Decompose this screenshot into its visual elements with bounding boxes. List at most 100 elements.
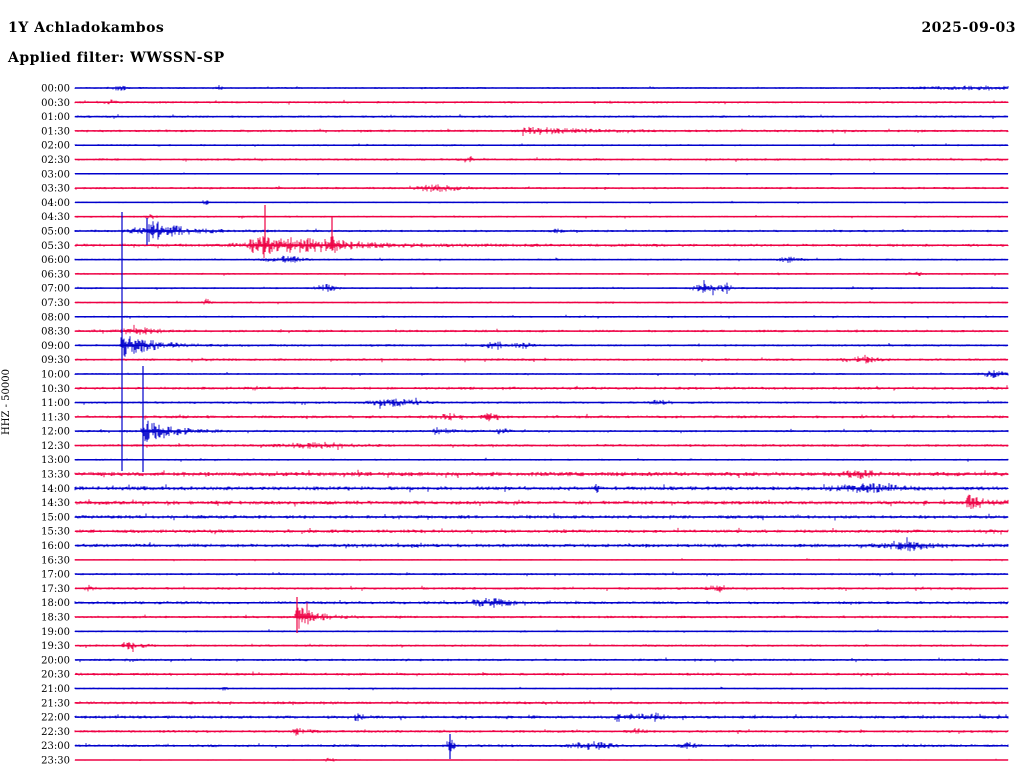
time-label: 17:30 <box>41 584 70 595</box>
trace-waveform <box>74 483 1009 493</box>
time-label: 11:30 <box>41 412 70 423</box>
time-label: 20:30 <box>41 670 70 681</box>
trace-waveform <box>74 280 1009 296</box>
trace-waveform <box>74 314 1009 319</box>
trace-waveform <box>74 85 1009 91</box>
trace-waveform <box>74 629 1009 633</box>
time-label: 08:30 <box>41 327 70 338</box>
trace-waveform <box>74 739 1009 752</box>
trace-waveform <box>74 642 1009 652</box>
trace-waveform <box>74 114 1009 119</box>
time-label: 17:00 <box>41 570 70 581</box>
time-label: 15:00 <box>41 512 70 523</box>
time-label: 22:00 <box>41 713 70 724</box>
trace-waveform <box>74 584 1009 593</box>
time-label: 07:30 <box>41 298 70 309</box>
trace-waveform <box>74 598 1009 608</box>
time-label: 00:00 <box>41 84 70 95</box>
channel-scale-label: HHZ - 50000 <box>1 369 12 435</box>
time-label: 06:30 <box>41 269 70 280</box>
trace-waveform <box>74 602 1009 629</box>
time-label: 18:30 <box>41 613 70 624</box>
time-label: 11:00 <box>41 398 70 409</box>
trace-waveform <box>74 184 1009 192</box>
trace-waveform <box>74 494 1009 509</box>
trace-waveform <box>74 686 1009 691</box>
trace-waveform <box>74 200 1009 205</box>
time-label: 04:30 <box>41 212 70 223</box>
trace-waveform <box>74 728 1009 736</box>
time-label: 09:00 <box>41 341 70 352</box>
trace-waveform <box>74 700 1009 706</box>
time-label: 03:30 <box>41 184 70 195</box>
time-label: 05:30 <box>41 241 70 252</box>
trace-waveform <box>74 298 1009 305</box>
station-title: 1Y Achladokambos <box>8 20 165 36</box>
trace-waveform <box>74 671 1009 677</box>
time-label: 01:30 <box>41 126 70 137</box>
trace-waveform <box>74 385 1009 391</box>
trace-waveform <box>74 324 1009 335</box>
time-label: 19:30 <box>41 641 70 652</box>
trace-waveform <box>74 469 1009 480</box>
time-label: 13:30 <box>41 470 70 481</box>
trace-waveform <box>74 126 1009 136</box>
time-label: 05:00 <box>41 227 70 238</box>
time-label: 14:30 <box>41 498 70 509</box>
applied-filter-label: Applied filter: WWSSN-SP <box>8 50 225 66</box>
trace-waveform <box>74 457 1009 462</box>
time-label: 04:00 <box>41 198 70 209</box>
trace-waveform <box>74 271 1009 276</box>
time-label: 12:30 <box>41 441 70 452</box>
time-label: 21:30 <box>41 698 70 709</box>
time-label: 18:00 <box>41 598 70 609</box>
trace-waveform <box>74 236 1009 259</box>
trace-waveform <box>74 354 1009 364</box>
trace-waveform <box>74 370 1009 378</box>
time-label: 20:00 <box>41 655 70 666</box>
trace-waveform <box>74 712 1009 722</box>
trace-waveform <box>74 413 1009 422</box>
trace-waveform <box>74 558 1009 562</box>
time-label: 13:00 <box>41 455 70 466</box>
time-label: 16:00 <box>41 541 70 552</box>
trace-waveform <box>74 99 1009 105</box>
trace-waveform <box>74 441 1009 450</box>
trace-waveform <box>74 156 1009 163</box>
trace-waveform <box>74 527 1009 535</box>
trace-waveform <box>74 757 1009 762</box>
trace-waveform <box>74 419 1009 442</box>
time-label: 09:30 <box>41 355 70 366</box>
trace-waveform <box>74 143 1009 147</box>
trace-waveform <box>74 172 1009 176</box>
trace-waveform <box>74 214 1009 220</box>
trace-waveform <box>74 513 1009 521</box>
time-label: 15:30 <box>41 527 70 538</box>
trace-waveform <box>74 657 1009 663</box>
time-label: 10:30 <box>41 384 70 395</box>
time-label: 23:30 <box>41 756 70 767</box>
time-label: 07:00 <box>41 284 70 295</box>
time-label: 01:00 <box>41 112 70 123</box>
time-label: 02:30 <box>41 155 70 166</box>
time-label: 02:00 <box>41 141 70 152</box>
time-label: 12:00 <box>41 427 70 438</box>
trace-waveform <box>74 397 1009 409</box>
trace-waveform <box>74 537 1009 552</box>
time-label: 06:00 <box>41 255 70 266</box>
time-label: 21:00 <box>41 684 70 695</box>
trace-waveform <box>74 255 1009 263</box>
time-label: 19:00 <box>41 627 70 638</box>
trace-waveform <box>74 336 1009 357</box>
time-label: 22:30 <box>41 727 70 738</box>
time-label: 10:00 <box>41 370 70 381</box>
time-label: 16:30 <box>41 555 70 566</box>
time-label: 00:30 <box>41 98 70 109</box>
trace-waveform <box>74 221 1009 242</box>
record-date: 2025-09-03 <box>921 20 1016 36</box>
trace-waveform <box>74 571 1009 577</box>
time-label: 08:00 <box>41 312 70 323</box>
time-label: 03:00 <box>41 169 70 180</box>
